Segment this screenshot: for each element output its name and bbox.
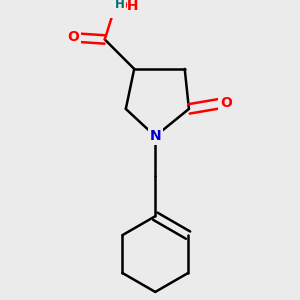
Text: O: O: [67, 30, 79, 44]
Text: N: N: [149, 129, 161, 143]
Text: O: O: [220, 96, 232, 110]
Text: H: H: [115, 0, 124, 11]
Text: OH: OH: [115, 0, 139, 13]
